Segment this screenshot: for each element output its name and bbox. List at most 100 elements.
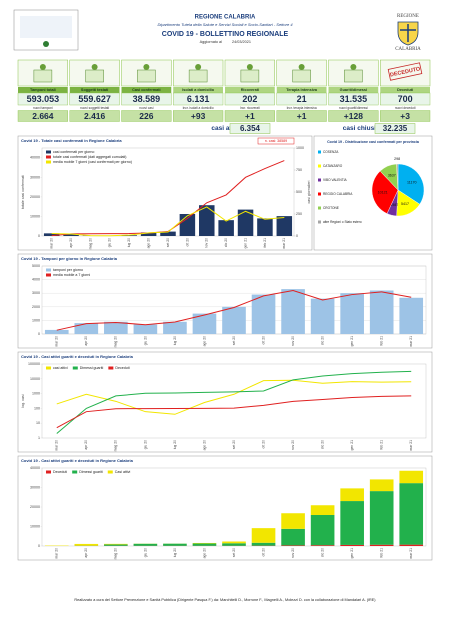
chart-title: Covid 19 - Tamponi per giorno in Regione… <box>21 256 118 261</box>
bar <box>281 513 305 529</box>
bar <box>43 233 60 236</box>
kpi-subvalue-box <box>328 110 379 122</box>
y-tick-label: 10000 <box>30 524 40 528</box>
bar <box>163 321 187 334</box>
bar <box>310 298 335 334</box>
x-tick-label: ott 20 <box>185 238 189 247</box>
bar <box>310 545 335 546</box>
kpi-value-box <box>17 92 68 106</box>
kpi-sublabel: nuovi casi <box>139 106 153 110</box>
x-tick-label: nov 20 <box>291 336 295 346</box>
y-tick-label: 2000 <box>32 305 40 309</box>
bar <box>369 491 394 545</box>
bar <box>281 289 305 334</box>
bar <box>133 324 158 334</box>
line <box>51 206 285 237</box>
kpi-subvalue-box <box>121 110 172 122</box>
x-tick-label: apr 20 <box>84 336 88 346</box>
bar <box>63 233 79 236</box>
x-tick-label: ott 20 <box>261 548 265 557</box>
bar <box>74 543 99 546</box>
kpi-label-bar <box>276 87 327 93</box>
bar <box>399 297 424 334</box>
y-tick-label: 5000 <box>32 264 40 268</box>
x-tick-label: mar 20 <box>55 336 59 347</box>
kpi-label-bar <box>225 87 275 93</box>
legend-swatch <box>46 366 51 370</box>
bar <box>310 505 335 515</box>
x-tick-label: gen 21 <box>350 440 354 450</box>
x-tick-label: mar 21 <box>282 238 286 249</box>
bar <box>251 542 276 546</box>
legend-swatch <box>318 220 321 224</box>
legend-label: Deceduti <box>115 366 129 370</box>
x-tick-label: mag 20 <box>88 238 92 249</box>
bar <box>257 218 273 236</box>
kpi-value-box <box>69 92 120 106</box>
region-name: REGIONE CALABRIA <box>195 15 256 21</box>
kpi-label: Deceduti <box>397 88 413 92</box>
kpi-label: Casi confermati <box>132 88 161 92</box>
x-tick-label: mag 20 <box>114 440 118 451</box>
kpi-subvalue-box <box>224 110 275 122</box>
x-tick-label: mar 21 <box>409 440 413 451</box>
x-tick-label: mag 20 <box>114 548 118 559</box>
bar <box>74 323 99 334</box>
y-tick-label: 1000 <box>32 392 40 396</box>
bar <box>104 321 128 334</box>
summary-box <box>229 123 271 134</box>
x-tick-label: feb 21 <box>380 440 384 450</box>
y2-tick-label: 0 <box>296 234 298 238</box>
kpi-label-bar <box>18 87 68 93</box>
x-tick-label: feb 21 <box>380 548 384 558</box>
legend-label: VIBO VALENTIA <box>323 178 348 182</box>
chart-title: Covid 19 - Distribuzione casi confermati… <box>327 140 420 144</box>
y-tick-label: 40000 <box>30 156 40 160</box>
kpi-value: 21 <box>297 94 307 104</box>
slice-label: 5417 <box>401 202 409 206</box>
annotation-box <box>257 137 295 145</box>
kpi-label: Tamponi totali <box>30 88 56 92</box>
plot-area <box>41 363 427 439</box>
kpi-subvalue: +1 <box>297 111 307 121</box>
x-tick-label: ago 20 <box>202 440 206 450</box>
summary-label: casi attivi <box>211 125 241 132</box>
kpi-icon <box>350 64 357 70</box>
y-tick-label: 40000 <box>30 466 40 470</box>
x-tick-label: mar 20 <box>55 440 59 451</box>
legend-swatch <box>46 150 51 154</box>
y-tick-label: 30000 <box>30 175 40 179</box>
x-tick-label: feb 21 <box>263 238 267 248</box>
bar <box>340 501 364 545</box>
legend-label: Deceduti <box>53 470 67 474</box>
legend-swatch <box>318 192 321 196</box>
y-tick-label: 100000 <box>28 362 40 366</box>
bar <box>340 293 364 334</box>
kpi-icon <box>298 64 305 70</box>
pie-slice <box>371 170 399 214</box>
kpi-value: 202 <box>242 94 257 104</box>
x-tick-label: giu 20 <box>108 238 112 247</box>
chart-title: Covid 19 - Totale casi confermati in Reg… <box>21 138 122 143</box>
slice-label: 3637 <box>388 174 396 178</box>
legend-label: COSENZA <box>323 150 339 154</box>
x-tick-label: set 20 <box>232 548 236 557</box>
kpi-value: 593.053 <box>27 94 60 104</box>
x-tick-label: nov 20 <box>291 548 295 558</box>
x-tick-label: mar 20 <box>50 238 54 249</box>
x-tick-label: ott 20 <box>261 440 265 449</box>
legend-swatch <box>318 178 321 182</box>
kpi-subvalue: 226 <box>139 111 153 121</box>
bar <box>140 232 157 236</box>
x-tick-label: mag 20 <box>114 336 118 347</box>
x-tick-label: nov 20 <box>205 238 209 248</box>
bar <box>222 306 246 334</box>
y-tick-label: 1 <box>38 436 40 440</box>
x-tick-label: set 20 <box>232 336 236 345</box>
x-tick-label: dic 20 <box>224 238 228 247</box>
legend-label: altre Regioni o Stato estero <box>323 220 362 224</box>
bar <box>251 294 276 334</box>
annotation: n. casi: 38589 <box>265 139 287 143</box>
kpi-value-box <box>380 92 431 106</box>
